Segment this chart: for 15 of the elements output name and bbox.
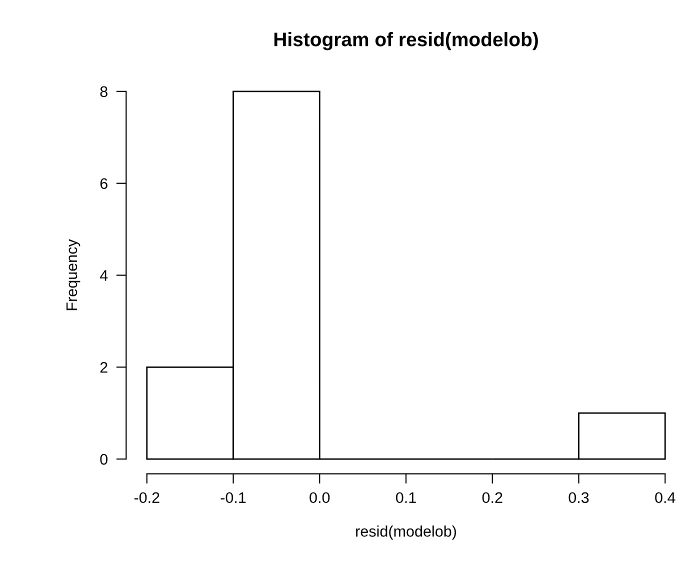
x-tick-label: 0.4 — [655, 492, 676, 504]
y-tick-label: 8 — [100, 86, 108, 98]
x-tick-label: -0.1 — [220, 492, 246, 504]
y-axis-title: Frequency — [66, 239, 80, 310]
y-tick-label: 4 — [100, 270, 108, 281]
y-tick-label: 6 — [100, 178, 108, 190]
x-tick-label: 0.1 — [396, 492, 416, 504]
chart-title: Histogram of resid(modelob) — [274, 32, 538, 50]
y-tick-label: 2 — [100, 362, 108, 373]
x-tick-label: 0.2 — [482, 492, 502, 504]
x-tick-label: -0.2 — [134, 492, 160, 504]
y-tick-label: 0 — [100, 454, 108, 465]
x-axis-title: resid(modelob) — [356, 526, 456, 540]
x-tick-label: 0.3 — [568, 492, 589, 504]
x-tick-label: 0.0 — [310, 492, 330, 504]
